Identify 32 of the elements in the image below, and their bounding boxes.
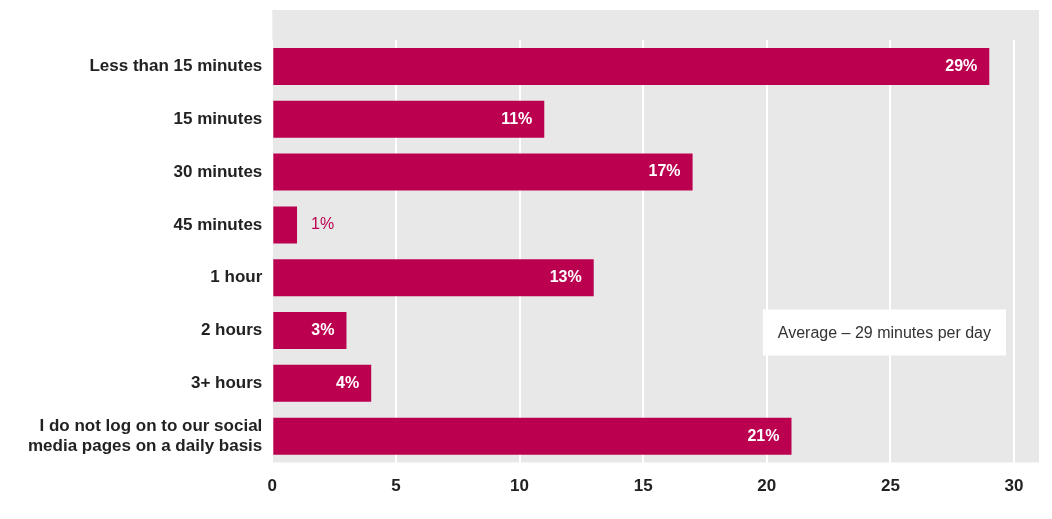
x-tick-label: 5 bbox=[391, 476, 401, 496]
bar bbox=[273, 259, 594, 297]
annotation: Average – 29 minutes per day bbox=[777, 324, 991, 342]
y-tick-label: 15 minutes bbox=[173, 108, 263, 128]
data-label: 3% bbox=[311, 320, 335, 338]
bar bbox=[273, 47, 990, 85]
data-label: 17% bbox=[648, 162, 681, 180]
bar bbox=[273, 206, 298, 244]
x-tick-label: 15 bbox=[633, 476, 653, 496]
y-tick-label: Less than 15 minutes bbox=[89, 56, 263, 76]
data-label: 29% bbox=[945, 56, 978, 74]
data-label: 11% bbox=[501, 109, 533, 127]
bar bbox=[273, 312, 347, 350]
x-tick-label: 10 bbox=[510, 476, 529, 496]
y-tick-label: 2 hours bbox=[200, 320, 263, 340]
y-tick-label: 3+ hours bbox=[190, 373, 263, 393]
data-label: 4% bbox=[336, 373, 360, 391]
bar bbox=[273, 417, 792, 455]
data-label: 1% bbox=[311, 215, 335, 233]
y-tick-label: 30 minutes bbox=[173, 161, 263, 181]
y-tick-label: 45 minutes bbox=[173, 214, 263, 234]
x-tick-label: 25 bbox=[880, 476, 900, 496]
y-tick-label: I do not log on to our social media pages on a daily basis bbox=[27, 415, 263, 456]
x-tick-label: 30 bbox=[1004, 476, 1024, 496]
x-tick-label: 20 bbox=[757, 476, 777, 496]
data-label: 21% bbox=[747, 426, 780, 444]
bar bbox=[273, 100, 545, 138]
data-label: 13% bbox=[549, 268, 582, 286]
x-tick-label: 0 bbox=[267, 476, 278, 496]
bar bbox=[273, 153, 693, 191]
y-tick-label: 1 hour bbox=[210, 267, 263, 287]
bar bbox=[273, 364, 372, 402]
